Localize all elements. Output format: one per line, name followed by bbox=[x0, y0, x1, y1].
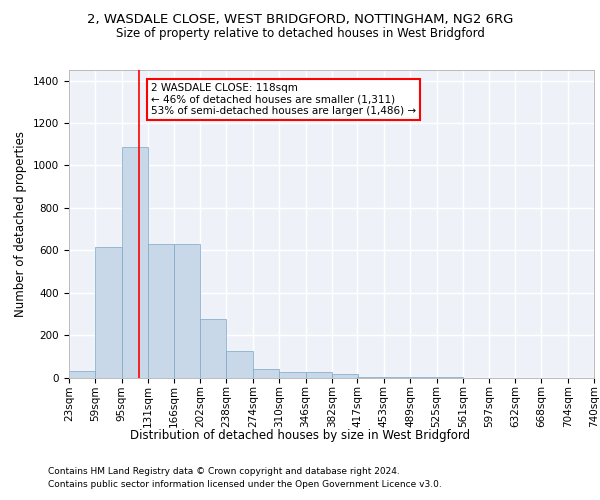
Bar bbox=[332, 374, 358, 378]
Bar bbox=[174, 244, 200, 378]
Bar bbox=[358, 377, 384, 378]
Bar bbox=[200, 319, 226, 378]
Text: 2 WASDALE CLOSE: 118sqm
← 46% of detached houses are smaller (1,311)
53% of semi: 2 WASDALE CLOSE: 118sqm ← 46% of detache… bbox=[151, 82, 416, 116]
Text: Contains public sector information licensed under the Open Government Licence v3: Contains public sector information licen… bbox=[48, 480, 442, 489]
Bar bbox=[69, 371, 95, 378]
Text: Contains HM Land Registry data © Crown copyright and database right 2024.: Contains HM Land Registry data © Crown c… bbox=[48, 467, 400, 476]
Bar bbox=[122, 148, 148, 378]
Bar bbox=[305, 372, 332, 378]
Bar bbox=[148, 244, 175, 378]
Y-axis label: Number of detached properties: Number of detached properties bbox=[14, 130, 28, 317]
Bar bbox=[279, 372, 305, 378]
Bar bbox=[226, 351, 253, 378]
Text: Size of property relative to detached houses in West Bridgford: Size of property relative to detached ho… bbox=[116, 28, 484, 40]
Text: Distribution of detached houses by size in West Bridgford: Distribution of detached houses by size … bbox=[130, 428, 470, 442]
Text: 2, WASDALE CLOSE, WEST BRIDGFORD, NOTTINGHAM, NG2 6RG: 2, WASDALE CLOSE, WEST BRIDGFORD, NOTTIN… bbox=[87, 12, 513, 26]
Bar bbox=[253, 368, 279, 378]
Bar bbox=[95, 247, 122, 378]
